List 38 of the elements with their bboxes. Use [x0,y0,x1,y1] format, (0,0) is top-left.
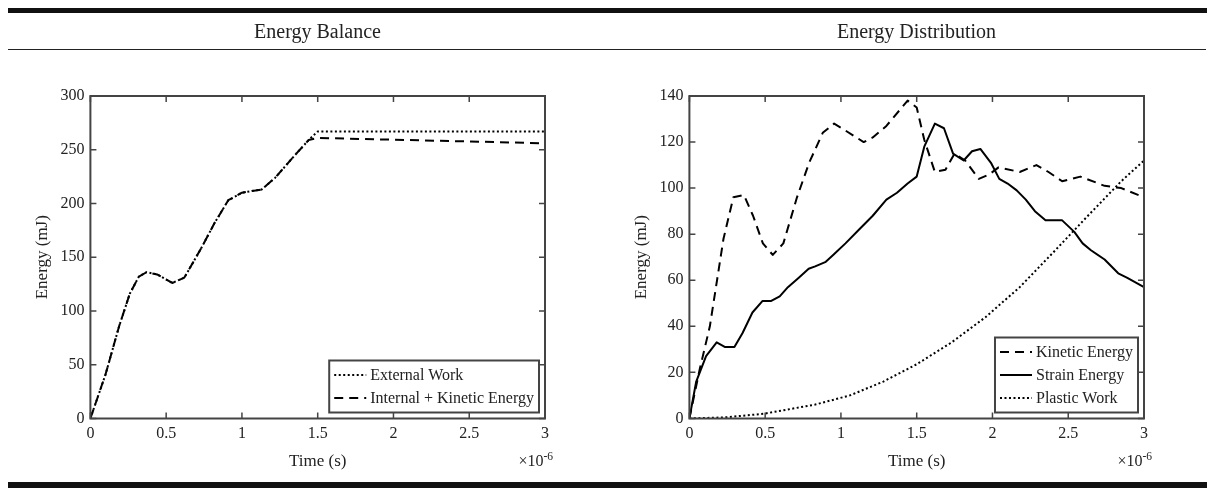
y-tick-label: 120 [659,132,684,150]
y-tick-label: 40 [667,316,684,334]
y-tick-label: 250 [60,139,85,157]
x-tick-label: 1.5 [906,424,927,442]
y-tick-label: 140 [659,86,684,104]
y-tick-label: 50 [68,354,85,372]
x-tick-label: 1.5 [307,424,328,442]
x-tick-label: 1 [836,424,845,442]
y-tick-label: 0 [76,408,85,426]
chart-title: Energy Distribution [835,18,998,45]
x-tick-label: 2.5 [1058,424,1079,442]
y-axis-title: Energy (mJ) [630,215,650,300]
y-tick-label: 300 [60,86,85,104]
y-tick-label: 100 [659,178,684,196]
legend-label: Internal + Kinetic Energy [370,389,534,408]
legend-label: External Work [370,366,464,384]
x-tick-label: 2.5 [459,424,480,442]
x-tick-label: 2 [988,424,997,442]
x-tick-label: 1 [237,424,246,442]
y-tick-label: 0 [675,408,684,426]
x-tick-label: 3 [1140,424,1148,442]
x-tick-label: 0.5 [755,424,776,442]
x-tick-label: 3 [541,424,549,442]
legend-label: Kinetic Energy [1035,343,1134,362]
x-axis-title: Time (s) [887,451,946,471]
x-tick-label: 0.5 [156,424,177,442]
x-tick-label: 2 [389,424,398,442]
chart-title: Energy Balance [253,18,382,45]
y-tick-label: 150 [60,247,85,265]
y-tick-label: 60 [667,270,684,288]
legend-label: Strain Energy [1035,366,1125,385]
y-axis-title: Energy (mJ) [31,215,51,300]
y-tick-label: 200 [60,193,85,211]
y-tick-label: 100 [60,301,85,319]
y-tick-label: 20 [667,362,684,380]
legend-label: Plastic Work [1035,389,1118,407]
x-axis-title: Time (s) [288,451,347,471]
y-tick-label: 80 [667,224,684,242]
